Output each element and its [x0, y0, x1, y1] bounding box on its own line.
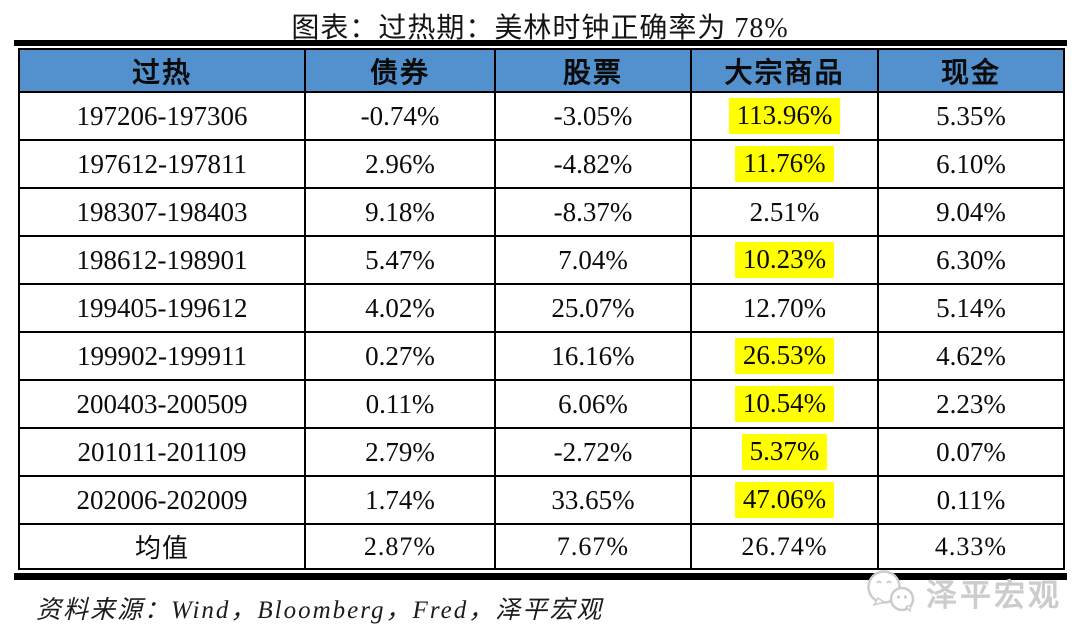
value-cell: 4.62%: [877, 331, 1065, 381]
data-source-note: 资料来源：Wind，Bloomberg，Fred，泽平宏观: [36, 597, 604, 624]
table-row: 197206-197306 -0.74% -3.05% 113.96% 5.35%: [18, 91, 1065, 141]
value-cell: 5.37%: [690, 427, 879, 477]
figure-title: 图表：过热期：美林时钟正确率为 78%: [291, 13, 789, 44]
period-cell: 201011-201109: [18, 427, 306, 477]
value-cell: 7.67%: [494, 523, 692, 570]
value-cell: 113.96%: [690, 91, 879, 141]
value-cell: 11.76%: [690, 139, 879, 189]
value-cell: 0.11%: [877, 475, 1065, 525]
table-body: 197206-197306 -0.74% -3.05% 113.96% 5.35% 197…: [18, 91, 1065, 570]
value-cell: 26.53%: [690, 331, 879, 381]
table-top-border: [14, 40, 1067, 46]
value-cell: 12.70%: [690, 283, 879, 333]
header-row: 过热 债券 股票 大宗商品 现金: [18, 48, 1065, 93]
value-cell: 5.14%: [877, 283, 1065, 333]
value-cell: 5.47%: [304, 235, 496, 285]
value-cell: 2.87%: [304, 523, 496, 570]
wechat-logo-icon: [867, 570, 915, 613]
highlighted-value: 5.37%: [741, 434, 828, 470]
value-cell: 9.04%: [877, 187, 1065, 237]
value-cell: -8.37%: [494, 187, 692, 237]
watermark-label: 泽平宏观: [926, 577, 1062, 613]
value-cell: 33.65%: [494, 475, 692, 525]
period-cell: 199405-199612: [18, 283, 306, 333]
value-cell: 0.07%: [877, 427, 1065, 477]
value-cell: 9.18%: [304, 187, 496, 237]
period-cell: 197206-197306: [18, 91, 306, 141]
value-cell: 0.27%: [304, 331, 496, 381]
value-cell: 4.02%: [304, 283, 496, 333]
value-cell: 26.74%: [690, 523, 879, 570]
watermark: 泽平宏观: [864, 568, 1062, 616]
column-header: 股票: [494, 48, 692, 93]
value-cell: 16.16%: [494, 331, 692, 381]
table-row: 201011-201109 2.79% -2.72% 5.37% 0.07%: [18, 427, 1065, 477]
period-cell: 198307-198403: [18, 187, 306, 237]
value-cell: 5.35%: [877, 91, 1065, 141]
value-cell: 47.06%: [690, 475, 879, 525]
merrill-clock-overheat-table: 过热 债券 股票 大宗商品 现金 197206-197306 -0.74% -3.05% 11…: [18, 48, 1065, 570]
value-cell: 7.04%: [494, 235, 692, 285]
value-cell: -3.05%: [494, 91, 692, 141]
table-row: 200403-200509 0.11% 6.06% 10.54% 2.23%: [18, 379, 1065, 429]
highlighted-value: 10.54%: [734, 386, 835, 422]
highlighted-value: 47.06%: [734, 482, 835, 518]
value-cell: -4.82%: [494, 139, 692, 189]
value-cell: 2.96%: [304, 139, 496, 189]
period-cell: 202006-202009: [18, 475, 306, 525]
value-cell: 2.23%: [877, 379, 1065, 429]
value-cell: 4.33%: [877, 523, 1065, 570]
value-cell: 10.23%: [690, 235, 879, 285]
column-header: 过热: [18, 48, 306, 93]
value-cell: 0.11%: [304, 379, 496, 429]
value-cell: 1.74%: [304, 475, 496, 525]
period-cell: 均值: [18, 523, 306, 570]
value-cell: -0.74%: [304, 91, 496, 141]
value-cell: 2.79%: [304, 427, 496, 477]
column-header: 大宗商品: [690, 48, 879, 93]
value-cell: 10.54%: [690, 379, 879, 429]
period-cell: 199902-199911: [18, 331, 306, 381]
table-row: 199902-199911 0.27% 16.16% 26.53% 4.62%: [18, 331, 1065, 381]
table-row: 202006-202009 1.74% 33.65% 47.06% 0.11%: [18, 475, 1065, 525]
column-header: 现金: [877, 48, 1065, 93]
highlighted-value: 26.53%: [734, 338, 835, 374]
table-row: 197612-197811 2.96% -4.82% 11.76% 6.10%: [18, 139, 1065, 189]
highlighted-value: 113.96%: [728, 98, 841, 134]
period-cell: 197612-197811: [18, 139, 306, 189]
table-bottom-border: [14, 573, 1067, 580]
table-row: 198612-198901 5.47% 7.04% 10.23% 6.30%: [18, 235, 1065, 285]
table-row: 199405-199612 4.02% 25.07% 12.70% 5.14%: [18, 283, 1065, 333]
value-cell: -2.72%: [494, 427, 692, 477]
value-cell: 25.07%: [494, 283, 692, 333]
table-row: 198307-198403 9.18% -8.37% 2.51% 9.04%: [18, 187, 1065, 237]
value-cell: 6.10%: [877, 139, 1065, 189]
value-cell: 6.06%: [494, 379, 692, 429]
table-row: 均值 2.87% 7.67% 26.74% 4.33%: [18, 523, 1065, 570]
period-cell: 198612-198901: [18, 235, 306, 285]
value-cell: 6.30%: [877, 235, 1065, 285]
period-cell: 200403-200509: [18, 379, 306, 429]
column-header: 债券: [304, 48, 496, 93]
highlighted-value: 11.76%: [735, 146, 834, 182]
highlighted-value: 10.23%: [734, 242, 835, 278]
value-cell: 2.51%: [690, 187, 879, 237]
